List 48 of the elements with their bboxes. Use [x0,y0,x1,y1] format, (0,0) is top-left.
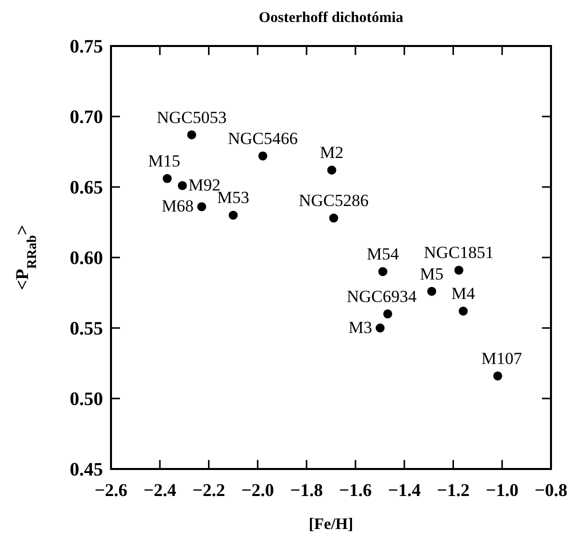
annotation: M107 [481,348,523,368]
annotation: NGC5053 [156,108,227,127]
y-tick-label: 0.65 [70,178,103,199]
x-tick-label: −1.0 [486,480,518,500]
x-tick-label: −1.2 [436,480,470,500]
point [493,371,502,380]
annotation: NGC1851 [424,243,494,262]
annotation: M2 [320,143,344,162]
point [162,174,172,184]
annotation: M5 [420,264,444,284]
point [327,166,336,175]
point [378,267,388,276]
x-tick-label: −0.8 [534,480,568,500]
point [228,210,238,220]
y-tick-label: 0.75 [70,36,103,58]
point [329,214,338,223]
annotation: M4 [451,284,476,304]
point [258,151,268,160]
x-tick-label: −1.6 [339,480,372,500]
annotation: NGC5466 [228,128,298,148]
point [187,130,196,140]
point [427,286,436,296]
y-tick-label: 0.55 [70,318,103,340]
annotation: M68 [162,196,194,216]
y-tick-label: 0.60 [70,248,103,270]
annotation: M15 [148,152,180,171]
annotation: M54 [366,244,400,264]
x-tick-label: −1.8 [290,480,323,500]
point [458,306,468,316]
annotation: NGC5286 [298,191,369,210]
x-tick-label: −1.4 [388,480,421,500]
x-axis-title: [Fe/H] [308,516,354,533]
point [454,266,464,275]
annotation: M3 [348,318,372,337]
point [178,181,187,190]
point [197,202,206,212]
y-tick-label: 0.70 [70,107,103,128]
y-tick-label: 0.45 [70,460,103,481]
chart-title: Oosterhoff dichotómia [258,10,404,26]
point [376,324,385,332]
point [383,309,392,318]
y-tick-label: 0.50 [70,389,103,410]
x-tick-label: −2.0 [241,480,274,500]
x-tick-label: −2.6 [94,480,128,500]
x-tick-label: −2.4 [144,480,176,500]
annotation: NGC6934 [346,286,418,306]
x-tick-label: −2.2 [192,480,226,500]
annotation: M53 [217,188,250,208]
